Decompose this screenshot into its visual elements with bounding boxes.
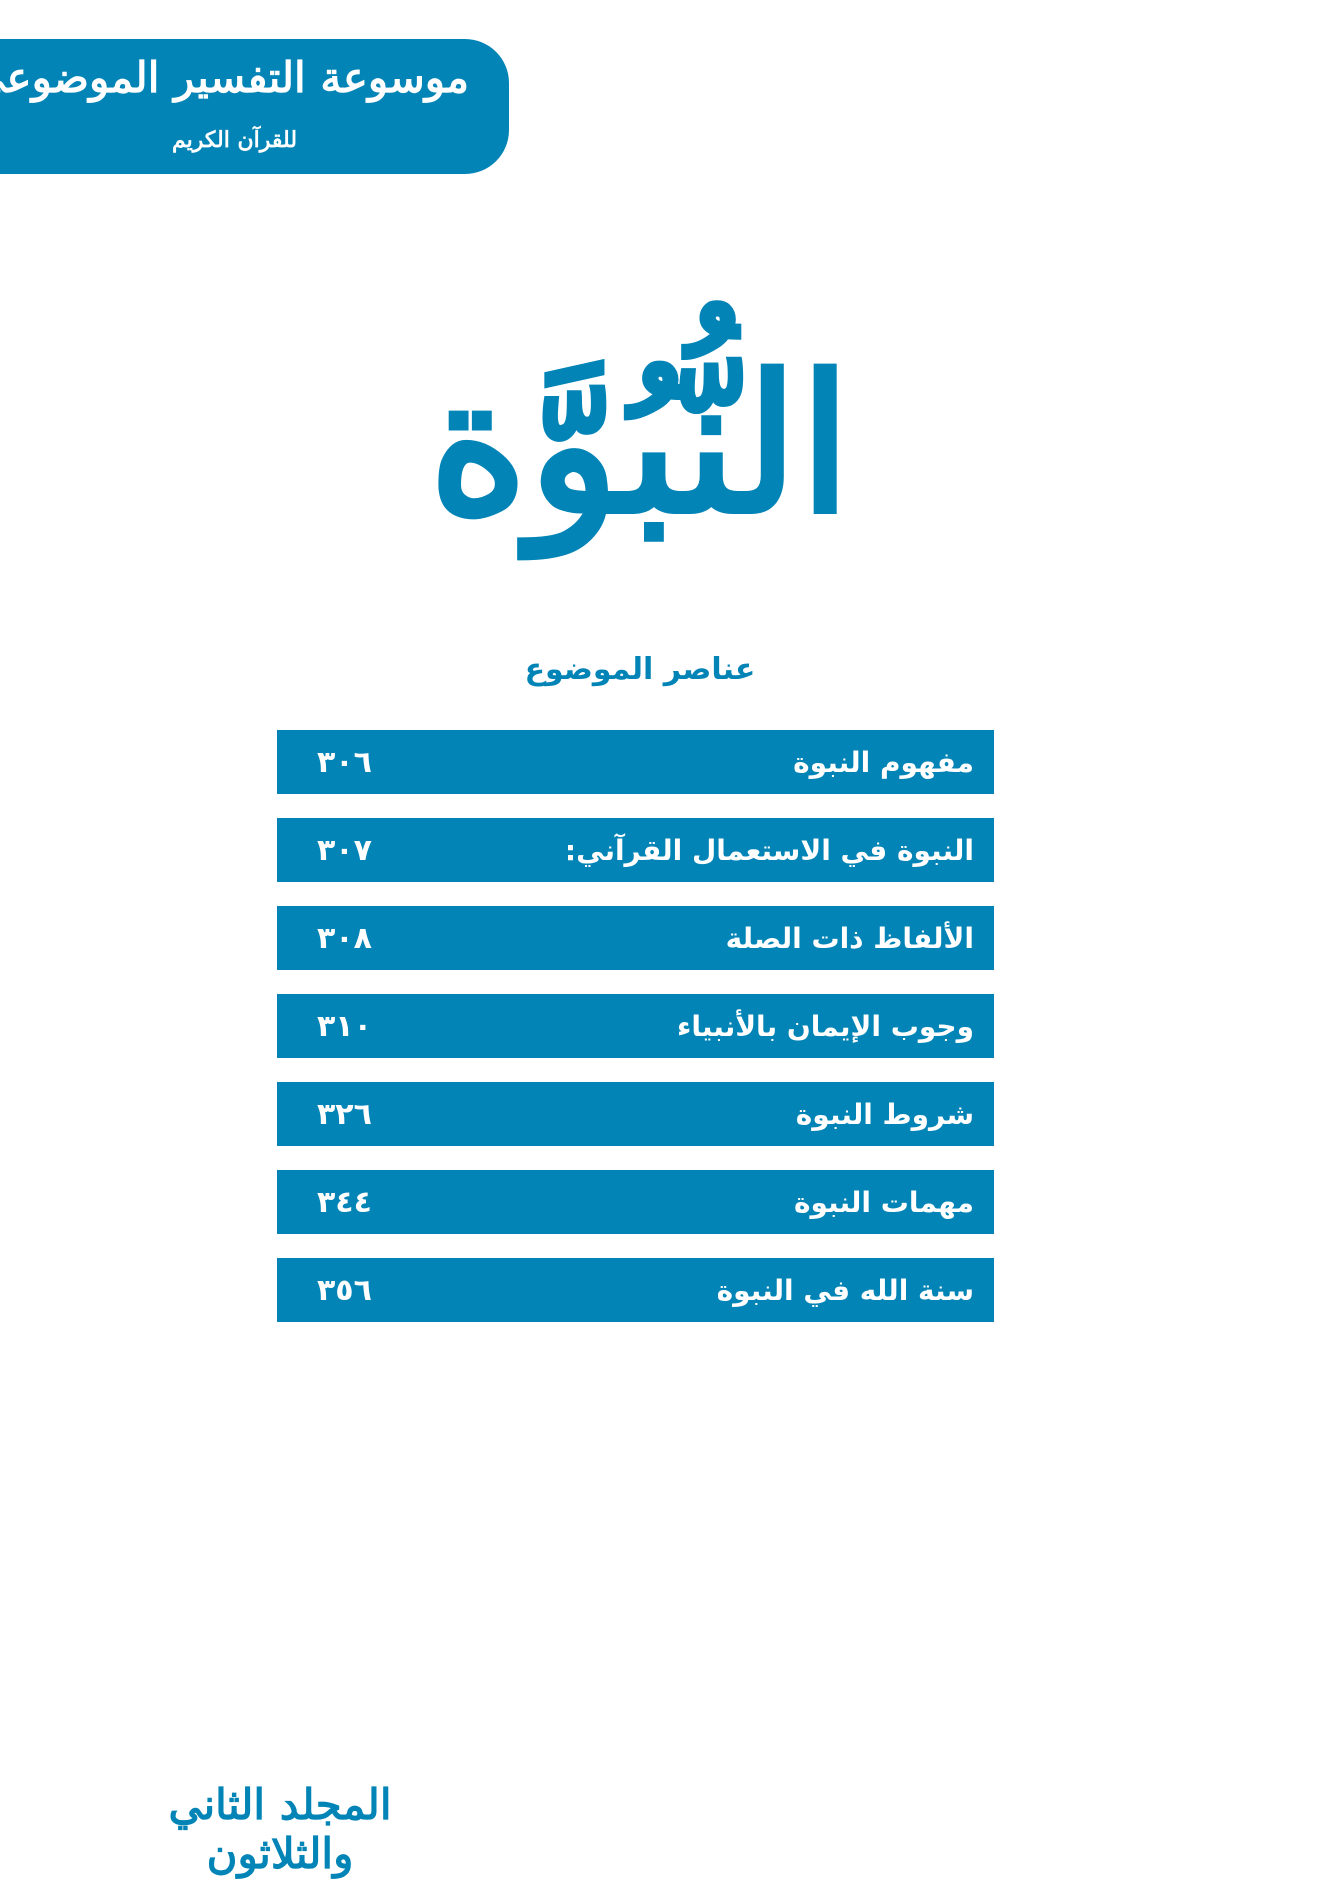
volume-label: المجلد الثاني والثلاثون	[168, 1780, 392, 1878]
toc-item[interactable]: الألفاظ ذات الصلة ٣٠٨	[277, 906, 994, 970]
series-banner: موسوعة التفسير الموضوعي للقرآن الكريم	[0, 39, 509, 174]
series-subtitle: للقرآن الكريم	[171, 127, 298, 153]
toc-item-label: مفهوم النبوة	[793, 745, 974, 779]
toc-item-label: الألفاظ ذات الصلة	[725, 921, 974, 955]
toc-item[interactable]: وجوب الإيمان بالأنبياء ٣١٠	[277, 994, 994, 1058]
toc-item-page: ٣١٠	[317, 1008, 372, 1044]
toc-item-label: النبوة في الاستعمال القرآني:	[564, 833, 974, 867]
toc-item[interactable]: النبوة في الاستعمال القرآني: ٣٠٧	[277, 818, 994, 882]
toc-item-page: ٣٠٧	[317, 832, 372, 868]
toc-item-label: مهمات النبوة	[793, 1185, 974, 1219]
toc-item[interactable]: مهمات النبوة ٣٤٤	[277, 1170, 994, 1234]
page-title: النُّبُوَّة	[428, 333, 852, 556]
toc-item-page: ٣٤٤	[317, 1184, 372, 1220]
toc-item[interactable]: مفهوم النبوة ٣٠٦	[277, 730, 994, 794]
toc-item-page: ٣٠٦	[317, 744, 372, 780]
toc-item[interactable]: شروط النبوة ٣٢٦	[277, 1082, 994, 1146]
series-title: موسوعة التفسير الموضوعي	[0, 53, 469, 102]
toc-heading: عناصر الموضوع	[524, 652, 756, 687]
toc-item[interactable]: سنة الله في النبوة ٣٥٦	[277, 1258, 994, 1322]
table-of-contents: مفهوم النبوة ٣٠٦ النبوة في الاستعمال القر…	[277, 730, 994, 1346]
toc-item-label: شروط النبوة	[795, 1097, 974, 1131]
toc-item-page: ٣٥٦	[317, 1272, 372, 1308]
toc-item-label: وجوب الإيمان بالأنبياء	[677, 1009, 974, 1043]
toc-item-label: سنة الله في النبوة	[716, 1273, 974, 1307]
toc-item-page: ٣٠٨	[317, 920, 372, 956]
toc-item-page: ٣٢٦	[317, 1096, 372, 1132]
